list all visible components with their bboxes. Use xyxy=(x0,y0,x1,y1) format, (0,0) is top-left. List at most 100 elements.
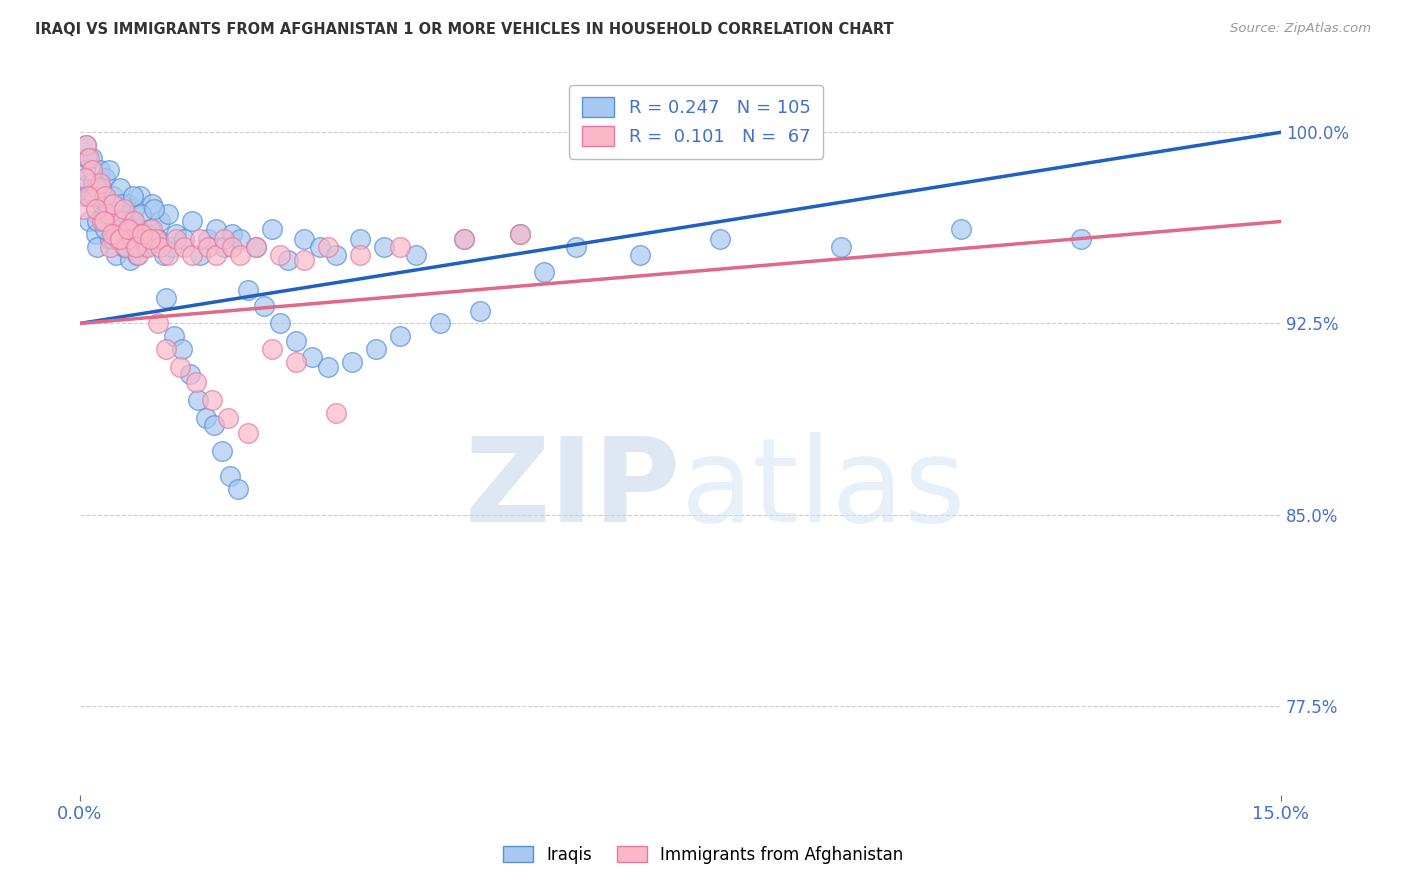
Point xyxy=(129,189,152,203)
Point xyxy=(93,207,115,221)
Point xyxy=(129,207,152,221)
Point xyxy=(115,207,138,221)
Point xyxy=(228,482,250,496)
Point xyxy=(115,240,138,254)
Point xyxy=(125,240,148,254)
Point xyxy=(260,342,283,356)
Point xyxy=(269,247,291,261)
Point xyxy=(79,151,101,165)
Point xyxy=(86,214,108,228)
Point xyxy=(253,299,276,313)
Point xyxy=(73,163,96,178)
Point xyxy=(149,240,172,254)
Point xyxy=(589,138,612,153)
Point xyxy=(187,392,209,407)
Text: ZIP: ZIP xyxy=(464,433,681,548)
Point xyxy=(830,240,852,254)
Point xyxy=(148,232,170,246)
Point xyxy=(1070,232,1092,246)
Point xyxy=(91,214,114,228)
Point xyxy=(212,240,235,254)
Point xyxy=(373,240,395,254)
Point xyxy=(93,214,115,228)
Point xyxy=(125,247,148,261)
Point xyxy=(75,138,97,153)
Point xyxy=(229,232,252,246)
Point xyxy=(236,283,259,297)
Point xyxy=(91,196,114,211)
Point xyxy=(93,222,115,236)
Point xyxy=(145,232,167,246)
Point xyxy=(245,240,267,254)
Point xyxy=(405,247,427,261)
Point xyxy=(172,342,194,356)
Point xyxy=(389,329,412,343)
Point xyxy=(110,227,132,242)
Point xyxy=(277,252,299,267)
Point xyxy=(75,138,97,153)
Text: IRAQI VS IMMIGRANTS FROM AFGHANISTAN 1 OR MORE VEHICLES IN HOUSEHOLD CORRELATION: IRAQI VS IMMIGRANTS FROM AFGHANISTAN 1 O… xyxy=(35,22,894,37)
Point xyxy=(219,469,242,483)
Point xyxy=(97,163,120,178)
Point xyxy=(86,240,108,254)
Point xyxy=(156,247,179,261)
Point xyxy=(83,181,105,195)
Point xyxy=(565,240,588,254)
Point xyxy=(316,359,339,374)
Point xyxy=(211,444,233,458)
Point xyxy=(205,222,228,236)
Point xyxy=(389,240,412,254)
Point xyxy=(117,222,139,236)
Point xyxy=(121,189,143,203)
Point xyxy=(349,232,371,246)
Point xyxy=(84,227,107,242)
Point xyxy=(124,202,146,216)
Point xyxy=(103,189,125,203)
Point xyxy=(188,247,211,261)
Point xyxy=(112,240,135,254)
Point xyxy=(94,171,117,186)
Point xyxy=(628,247,651,261)
Point xyxy=(202,418,225,433)
Point xyxy=(292,252,315,267)
Point xyxy=(184,375,207,389)
Point xyxy=(153,247,176,261)
Point xyxy=(173,232,195,246)
Point xyxy=(86,181,108,195)
Point xyxy=(76,176,98,190)
Point xyxy=(104,227,127,242)
Point xyxy=(98,232,121,246)
Text: atlas: atlas xyxy=(681,433,966,548)
Point xyxy=(76,151,98,165)
Point xyxy=(155,342,177,356)
Point xyxy=(201,392,224,407)
Point xyxy=(949,222,972,236)
Point xyxy=(80,151,103,165)
Point xyxy=(107,222,129,236)
Point xyxy=(188,232,211,246)
Point xyxy=(132,232,155,246)
Point xyxy=(217,410,239,425)
Point xyxy=(169,359,191,374)
Point xyxy=(121,214,143,228)
Point xyxy=(325,247,347,261)
Point xyxy=(245,240,267,254)
Point xyxy=(118,222,141,236)
Point xyxy=(83,189,105,203)
Point xyxy=(155,291,177,305)
Point xyxy=(145,232,167,246)
Point xyxy=(105,214,128,228)
Point xyxy=(104,247,127,261)
Point xyxy=(163,329,186,343)
Point xyxy=(110,214,132,228)
Point xyxy=(366,342,388,356)
Point xyxy=(108,232,131,246)
Point xyxy=(205,247,228,261)
Point xyxy=(136,240,159,254)
Point xyxy=(148,317,170,331)
Point xyxy=(453,232,475,246)
Point xyxy=(112,202,135,216)
Point xyxy=(124,214,146,228)
Point xyxy=(135,240,157,254)
Point xyxy=(80,163,103,178)
